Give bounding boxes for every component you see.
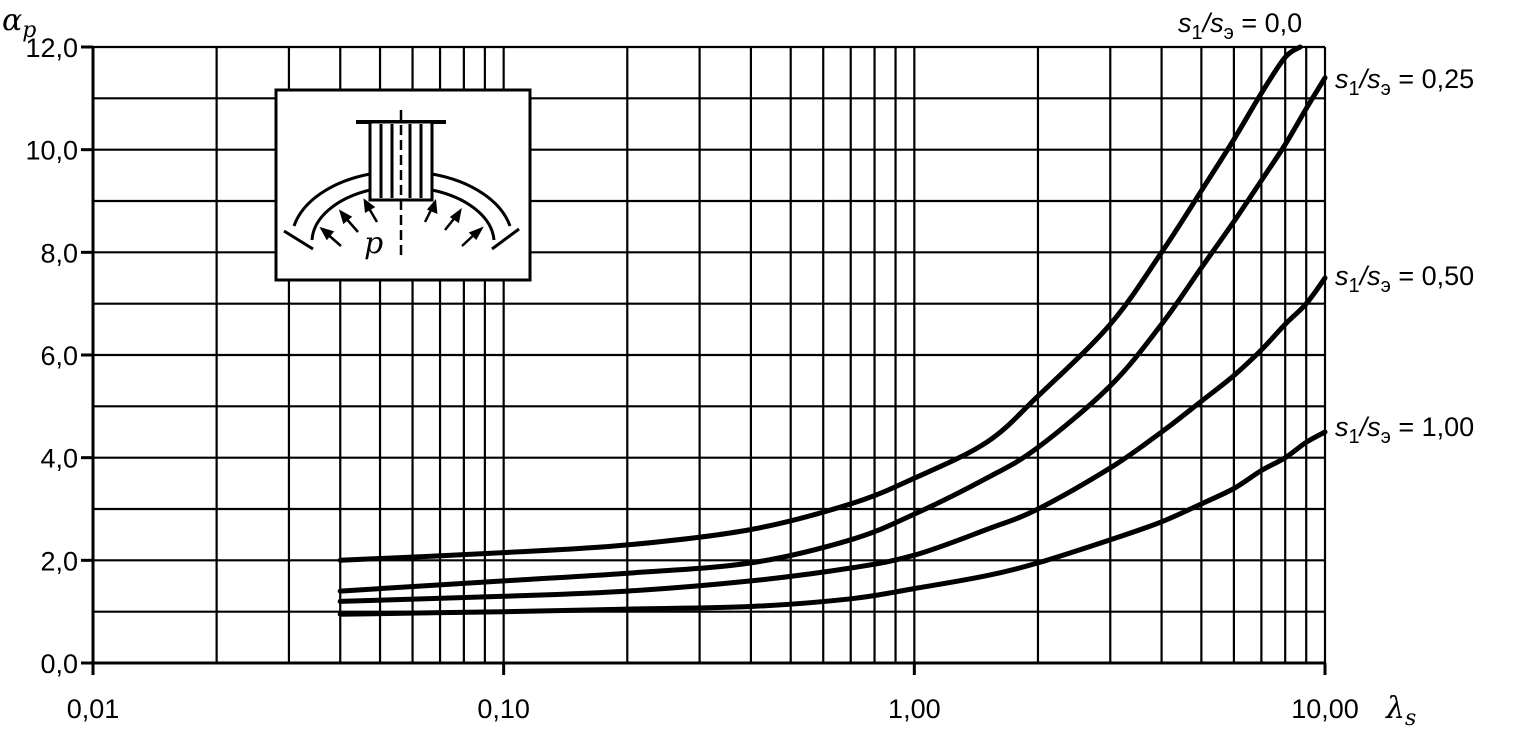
grid: [81, 45, 1327, 675]
x-tick-label: 0,10: [477, 694, 530, 724]
y-tick-label: 2,0: [40, 546, 78, 576]
series-labels: s1/sэ = 0,0 s1/sэ = 0,25 s1/sэ = 0,50 s1/sэ…: [1178, 8, 1474, 448]
series-line: [337, 275, 1328, 604]
series-line: [337, 44, 1303, 563]
series-line: [337, 75, 1328, 594]
y-tick-label: 0,0: [40, 649, 78, 679]
series-label: s1/sэ = 1,00: [1335, 412, 1474, 448]
series-label: s1/sэ = 0,0: [1178, 8, 1302, 44]
series-line: [337, 429, 1328, 617]
y-tick-label: 4,0: [40, 444, 78, 474]
inset-flange-left: [283, 229, 314, 251]
y-tick-label: 12,0: [25, 33, 78, 63]
inset-arch-outer: [292, 172, 371, 227]
inset-diagram: p: [274, 88, 532, 282]
series-label: s1/sэ = 0,25: [1335, 64, 1474, 100]
y-tick-label: 6,0: [40, 341, 78, 371]
inset-arch-inner-right: [431, 188, 496, 241]
x-axis-label-subscript: s: [1405, 706, 1416, 729]
tick-labels: 0,0 2,0 4,0 6,0 8,0 10,0 12,0 0,01 0,10 1,00 10,00: [25, 33, 1358, 724]
y-tick-label: 8,0: [40, 238, 78, 268]
x-tick-label: 10,00: [1291, 694, 1359, 724]
inset-pressure-arrows: [319, 198, 484, 247]
inset-pressure-label: p: [364, 226, 383, 261]
inset-arch-outer-right: [431, 172, 512, 227]
x-tick-label: 0,01: [67, 694, 120, 724]
series-label: s1/sэ = 0,50: [1335, 261, 1474, 297]
y-axis-label-subscript: p: [22, 18, 36, 43]
y-axis-label: αp: [2, 3, 36, 43]
inset-flange-right: [491, 227, 520, 251]
y-tick-label: 10,0: [25, 136, 78, 166]
series-lines: [337, 44, 1328, 617]
x-tick-label: 1,00: [888, 694, 941, 724]
x-axis-label: λs: [1385, 691, 1416, 729]
inset-arch-inner: [310, 188, 371, 241]
